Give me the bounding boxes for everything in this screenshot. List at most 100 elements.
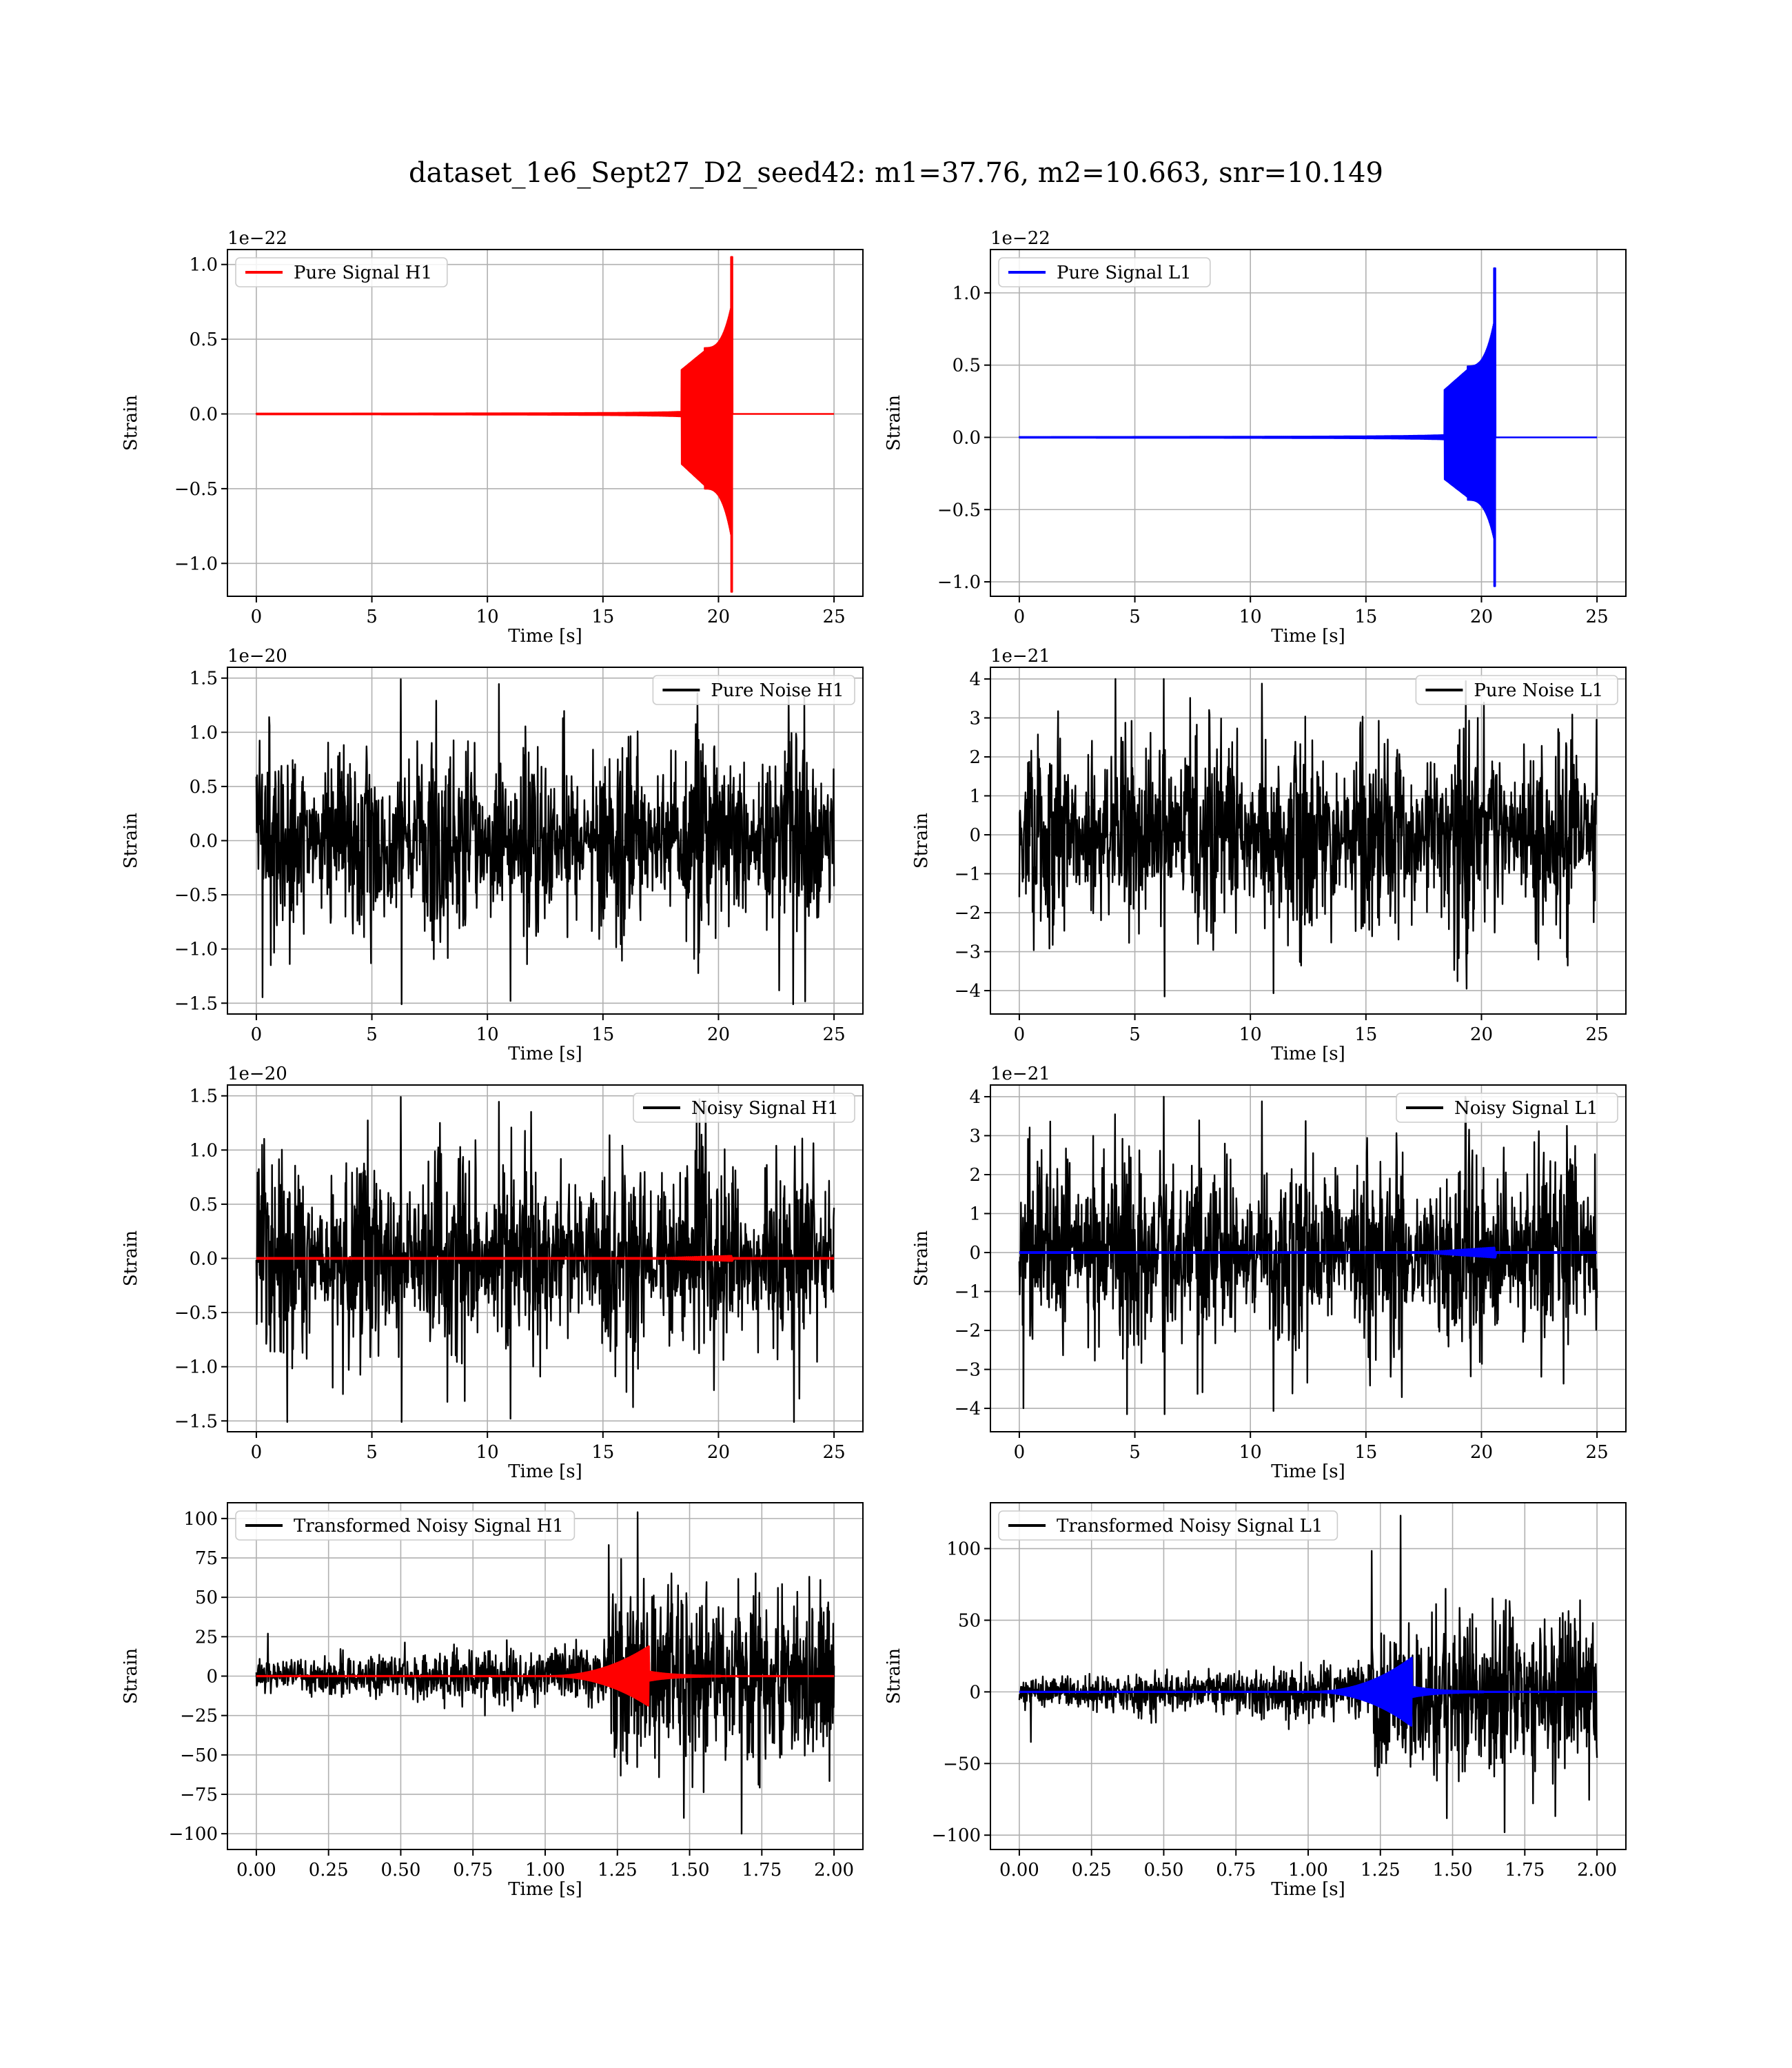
y-tick-label: 0	[969, 825, 981, 846]
legend-label: Transformed Noisy Signal L1	[1057, 1516, 1323, 1537]
y-tick-label: −0.5	[174, 479, 218, 500]
y-tick-label: −1.5	[174, 1411, 218, 1432]
y-tick-label: −100	[932, 1825, 981, 1846]
y-axis-label: Strain	[121, 1648, 141, 1705]
x-tick-label: 20	[707, 1442, 730, 1463]
legend-box	[652, 675, 855, 705]
axes-frame	[227, 667, 864, 1015]
plot-area	[255, 678, 835, 1006]
x-tick-label: 20	[1470, 607, 1493, 627]
x-tick-label: 2.00	[814, 1860, 854, 1881]
y-tick-label: 50	[958, 1610, 981, 1631]
y-tick-label: 0.0	[190, 831, 218, 852]
plot-area	[1018, 1514, 1598, 1834]
series-line	[255, 1511, 835, 1835]
x-tick-label: 5	[1129, 1024, 1141, 1045]
x-axis-label: Time [s]	[508, 1879, 582, 1900]
y-tick-label: −100	[169, 1824, 218, 1845]
series-line	[1018, 1095, 1598, 1415]
x-tick-label: 0.25	[309, 1860, 349, 1881]
y-axis-label: Strain	[884, 395, 904, 452]
x-tick-label: 15	[1354, 1024, 1377, 1045]
y-tick-label: −3	[955, 942, 981, 963]
x-tick-label: 1.00	[1288, 1860, 1328, 1881]
signal-overlay-line	[256, 1645, 835, 1707]
y-tick-label: −4	[955, 981, 981, 1002]
plot-area	[255, 1096, 835, 1423]
y-tick-label: 75	[195, 1548, 218, 1569]
x-axis-label: Time [s]	[508, 1461, 582, 1482]
axes-frame	[990, 1084, 1627, 1432]
y-tick-label: −2	[955, 903, 981, 924]
x-tick-label: 1.00	[525, 1860, 565, 1881]
legend-label: Noisy Signal L1	[1454, 1098, 1598, 1119]
x-tick-label: 25	[1586, 1024, 1609, 1045]
x-tick-label: 0	[1014, 1024, 1026, 1045]
y-tick-label: 2	[969, 747, 981, 768]
legend-box	[998, 1510, 1338, 1541]
legend-box	[998, 257, 1211, 287]
y-axis-label: Strain	[884, 1648, 904, 1705]
y-tick-label: 0.5	[190, 1195, 218, 1215]
legend-label: Transformed Noisy Signal H1	[294, 1516, 564, 1537]
x-tick-label: 5	[1129, 607, 1141, 627]
x-tick-label: 5	[366, 607, 378, 627]
x-tick-label: 10	[1239, 607, 1262, 627]
legend: Pure Signal L1	[998, 257, 1211, 287]
y-tick-label: −1	[955, 1282, 981, 1303]
y-tick-label: −0.5	[937, 500, 981, 520]
legend-label: Pure Signal L1	[1057, 263, 1192, 283]
y-tick-label: 100	[946, 1539, 981, 1560]
axes-frame	[227, 1502, 864, 1850]
x-tick-label: 0	[1014, 1442, 1026, 1463]
x-tick-label: 10	[1239, 1024, 1262, 1045]
y-tick-label: 4	[969, 669, 981, 690]
offset-text: 1e−20	[227, 1064, 287, 1084]
y-tick-label: 0.0	[190, 404, 218, 425]
y-tick-label: 0.0	[190, 1249, 218, 1270]
x-tick-label: 5	[1129, 1442, 1141, 1463]
y-tick-label: −1.0	[174, 940, 218, 960]
y-tick-label: 1.0	[953, 283, 981, 304]
figure-title: dataset_1e6_Sept27_D2_seed42: m1=37.76, …	[409, 157, 1383, 189]
x-tick-label: 20	[1470, 1442, 1493, 1463]
y-tick-label: 1	[969, 1204, 981, 1225]
series-line	[255, 256, 835, 593]
y-tick-label: 0.5	[190, 330, 218, 350]
y-tick-label: 0.5	[953, 356, 981, 376]
y-tick-label: −1	[955, 864, 981, 885]
x-tick-label: 25	[1586, 607, 1609, 627]
subplot-pure-signal-h1: 0 5 10 15 20 25 −1.0 −0.5 0.0 0.5 1.0 1e−22 Time [s]…	[121, 228, 864, 647]
offset-text: 1e−22	[990, 228, 1050, 249]
x-tick-label: 20	[707, 1024, 730, 1045]
x-tick-label: 15	[1354, 1442, 1377, 1463]
signal-overlay-line	[1019, 1246, 1598, 1259]
y-tick-label: 1.5	[190, 1086, 218, 1107]
x-axis-label: Time [s]	[1271, 1879, 1345, 1900]
subplot-pure-signal-l1: 0 5 10 15 20 25 −1.0 −0.5 0.0 0.5 1.0 1e−22 Time [s]…	[884, 228, 1627, 647]
x-tick-label: 2.00	[1577, 1860, 1617, 1881]
signal-overlay-line	[1019, 1656, 1598, 1727]
y-axis-label: Strain	[121, 395, 141, 452]
y-tick-label: 1	[969, 787, 981, 807]
y-tick-label: 0	[969, 1243, 981, 1264]
x-tick-label: 10	[1239, 1442, 1262, 1463]
y-tick-label: 0	[206, 1667, 218, 1687]
subplot-noisy-signal-h1: 0 5 10 15 20 25 −1.5 −1.0 −0.5 0.0 0.5 1.0 1.5 1e−20 T…	[121, 1064, 864, 1482]
legend: Pure Noise H1	[652, 675, 855, 705]
axes-frame	[227, 1084, 864, 1432]
legend-label: Noisy Signal H1	[691, 1098, 839, 1119]
x-tick-label: 25	[823, 1442, 846, 1463]
subplot-pure-noise-h1: 0 5 10 15 20 25 −1.5 −1.0 −0.5 0.0 0.5 1.0 1.5 1e−20 T…	[121, 646, 864, 1064]
series-line	[255, 678, 835, 1006]
x-axis-label: Time [s]	[1271, 626, 1345, 647]
legend-box	[1396, 1093, 1618, 1123]
axes-frame	[990, 667, 1627, 1015]
signal-overlay-line	[256, 1255, 835, 1262]
legend-label: Pure Noise L1	[1474, 680, 1603, 701]
x-tick-label: 15	[1354, 607, 1377, 627]
plot-area	[255, 256, 835, 593]
y-tick-label: −1.0	[174, 554, 218, 574]
y-tick-label: −75	[180, 1785, 218, 1805]
